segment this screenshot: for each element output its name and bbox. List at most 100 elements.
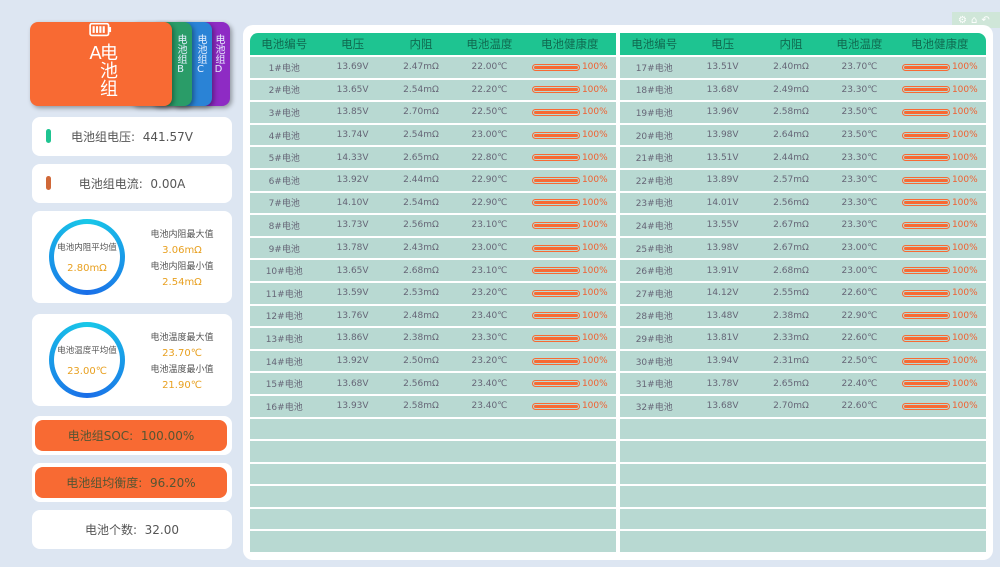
home-icon[interactable]: ⌂ xyxy=(970,14,978,26)
health-bar-fill xyxy=(903,269,948,273)
battery-icon xyxy=(89,22,112,37)
table-cell: 24#电池 xyxy=(635,221,673,232)
health-bar-fill xyxy=(533,314,578,318)
health-percent: 100% xyxy=(581,265,608,276)
table-row xyxy=(250,418,616,440)
table-row: 32#电池 13.68V 2.70mΩ 22.60℃ 100% xyxy=(620,395,986,417)
table-cell: 23.00℃ xyxy=(841,265,878,276)
table-cell: 2.31mΩ xyxy=(773,356,809,367)
table-row: 28#电池 13.48V 2.38mΩ 22.90℃ 100% xyxy=(620,305,986,327)
table-row: 18#电池 13.68V 2.49mΩ 23.30℃ 100% xyxy=(620,79,986,101)
table-cell: 23.50℃ xyxy=(841,130,878,141)
health-bar xyxy=(901,334,950,342)
voltage-card: 电池组电压: 441.57V xyxy=(32,117,232,156)
health-bar-fill xyxy=(533,110,578,114)
health-percent: 100% xyxy=(581,356,608,367)
current-card: 电池组电流: 0.00A xyxy=(32,164,232,203)
table-cell: 9#电池 xyxy=(268,244,300,255)
table-row xyxy=(620,418,986,440)
resistance-card: 电池内阻平均值 2.80mΩ 电池内阻最大值 3.06mΩ 电池内阻最小值 2.… xyxy=(32,211,232,303)
health-bar xyxy=(901,221,950,229)
health-cell: 100% xyxy=(894,62,986,72)
health-cell: 100% xyxy=(524,288,616,298)
health-cell: 100% xyxy=(524,401,616,411)
table-cell: 23.00℃ xyxy=(841,243,878,254)
table-cell: 13.55V xyxy=(706,220,739,231)
health-bar xyxy=(531,63,580,71)
health-bar xyxy=(901,199,950,207)
health-cell: 100% xyxy=(524,85,616,95)
table-cell: 22.60℃ xyxy=(841,288,878,299)
health-cell: 100% xyxy=(894,85,986,95)
health-bar-fill xyxy=(533,404,578,408)
column-header: 电池健康度 xyxy=(911,37,969,51)
table-row: 21#电池 13.51V 2.44mΩ 23.30℃ 100% xyxy=(620,147,986,168)
top-toolbar: ⚙ ⌂ ↶ xyxy=(952,12,1000,28)
health-cell: 100% xyxy=(894,356,986,366)
table-row xyxy=(250,463,616,485)
table-cell: 1#电池 xyxy=(268,63,300,74)
health-percent: 100% xyxy=(581,152,608,163)
health-cell: 100% xyxy=(524,198,616,208)
health-bar-fill xyxy=(903,382,948,386)
health-percent: 100% xyxy=(951,288,978,299)
table-cell: 22.60℃ xyxy=(841,401,878,412)
table-cell: 13.69V xyxy=(336,62,369,73)
health-cell: 100% xyxy=(524,356,616,366)
health-cell: 100% xyxy=(894,266,986,276)
table-cell: 2.58mΩ xyxy=(773,107,809,118)
table-cell: 2.53mΩ xyxy=(403,288,439,299)
health-percent: 100% xyxy=(581,130,608,141)
back-icon[interactable]: ↶ xyxy=(981,14,990,26)
table-row: 19#电池 13.96V 2.58mΩ 23.50℃ 100% xyxy=(620,102,986,123)
health-percent: 100% xyxy=(951,265,978,276)
table-cell: 2#电池 xyxy=(268,86,300,97)
table-cell: 2.44mΩ xyxy=(403,175,439,186)
health-bar-fill xyxy=(533,65,578,69)
table-cell: 15#电池 xyxy=(265,380,303,391)
table-row xyxy=(620,463,986,485)
table-row: 14#电池 13.92V 2.50mΩ 23.20℃ 100% xyxy=(250,350,616,372)
table-cell: 2.65mΩ xyxy=(403,152,439,163)
health-bar-fill xyxy=(903,65,948,69)
table-cell: 23.40℃ xyxy=(471,378,508,389)
health-bar xyxy=(531,267,580,275)
table-cell: 13.73V xyxy=(336,220,369,231)
table-cell: 13.81V xyxy=(706,333,739,344)
table-row: 24#电池 13.55V 2.67mΩ 23.30℃ 100% xyxy=(620,215,986,236)
table-cell: 13.93V xyxy=(336,401,369,412)
health-percent: 100% xyxy=(581,333,608,344)
health-bar xyxy=(901,63,950,71)
health-cell: 100% xyxy=(524,130,616,140)
table-cell: 13.92V xyxy=(336,356,369,367)
health-bar-fill xyxy=(533,336,578,340)
table-cell: 23#电池 xyxy=(635,199,673,210)
table-cell: 23.20℃ xyxy=(471,356,508,367)
table-row: 9#电池 13.78V 2.43mΩ 23.00℃ 100% xyxy=(250,237,616,259)
health-percent: 100% xyxy=(951,378,978,389)
table-cell: 13.68V xyxy=(336,378,369,389)
settings-icon[interactable]: ⚙ xyxy=(958,14,967,26)
table-cell: 23.70℃ xyxy=(841,62,878,73)
column-header: 电池健康度 xyxy=(541,37,599,51)
health-bar-fill xyxy=(903,88,948,92)
table-cell: 2.67mΩ xyxy=(773,220,809,231)
health-bar-fill xyxy=(903,291,948,295)
table-cell: 2.56mΩ xyxy=(773,197,809,208)
health-bar-fill xyxy=(903,156,948,160)
table-row: 6#电池 13.92V 2.44mΩ 22.90℃ 100% xyxy=(250,169,616,191)
tab-group-a[interactable]: 电池组A xyxy=(30,22,172,106)
table-cell: 2.50mΩ xyxy=(403,356,439,367)
health-bar-fill xyxy=(903,314,948,318)
table-cell: 23.20℃ xyxy=(471,288,508,299)
health-bar xyxy=(901,131,950,139)
health-bar xyxy=(901,289,950,297)
health-cell: 100% xyxy=(524,333,616,343)
table-row: 4#电池 13.74V 2.54mΩ 23.00℃ 100% xyxy=(250,124,616,146)
table-cell: 13.86V xyxy=(336,333,369,344)
health-cell: 100% xyxy=(524,175,616,185)
table-cell: 23.40℃ xyxy=(471,401,508,412)
table-cell: 13.98V xyxy=(706,130,739,141)
table-cell: 13.65V xyxy=(336,265,369,276)
health-cell: 100% xyxy=(524,220,616,230)
